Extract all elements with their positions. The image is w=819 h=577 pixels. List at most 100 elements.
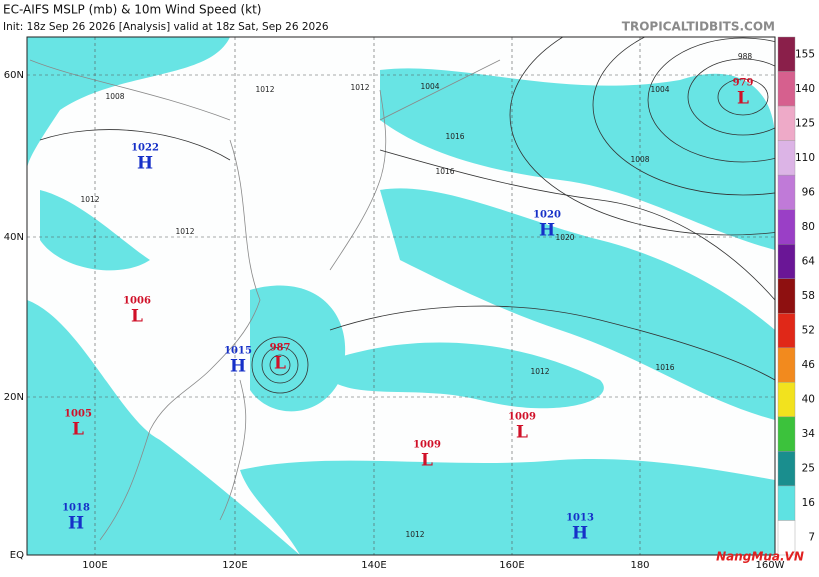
isobar [717,78,769,116]
isobar-label: 1016 [435,167,454,176]
center-letter: H [68,514,84,534]
latitude-label: EQ [10,550,24,561]
center-value: 1009 [413,440,441,451]
colorbar-label: 34 [802,428,816,440]
wind-band [330,342,604,409]
isobar-label: 1012 [80,195,99,204]
wind-band [240,459,775,555]
longitude-label: 140E [361,560,386,571]
graticule [27,37,775,555]
isobar [509,37,775,236]
center-letter: L [516,423,528,443]
coastline [99,139,261,541]
colorbar-segment [777,520,796,556]
colorbar-label: 110 [795,152,815,164]
isobar [39,129,231,161]
center-value: 1018 [62,503,90,514]
colorbar-label: 46 [802,359,816,371]
center-value: 1015 [224,346,252,357]
wind-band [27,300,300,555]
isobar [251,336,309,394]
colorbar-segment [777,382,796,418]
colorbar-label: 155 [795,48,815,60]
colorbar-label: 64 [802,255,816,267]
colorbar-segment [777,105,796,141]
watermark: NangMua.VN [716,550,804,564]
isobar-label: 1012 [350,83,369,92]
isobar-label: 1016 [655,363,674,372]
isobar-label: 1004 [650,85,669,94]
center-value: 1022 [131,143,159,154]
center-value: 987 [270,343,291,354]
isobar-label: 1008 [630,155,649,164]
colorbar-label: 16 [802,497,816,509]
coastline [219,379,247,521]
colorbar-label: 40 [802,394,815,406]
isobar-label: 1012 [530,367,549,376]
wind-band [380,68,775,250]
colorbar-label: 80 [802,221,815,233]
center-letter: H [230,357,246,377]
colorbar-label: 7 [808,532,815,544]
colorbar-segment [777,174,796,210]
longitude-label: 160W [756,560,785,571]
colorbar-segment [777,278,796,314]
colorbar-label: 25 [802,463,815,475]
colorbar-label: 96 [802,186,816,198]
center-value: 1006 [123,296,151,307]
center-letter: L [72,420,84,440]
isobar [269,354,291,376]
center-value: 1020 [533,210,561,221]
coastlines [29,59,501,541]
isobar [592,37,775,196]
longitude-label: 160E [499,560,524,571]
latitude-label: 20N [4,392,24,403]
colorbar-segment [777,416,796,452]
latitude-label: 60N [4,70,24,81]
isobar [261,346,299,384]
latitude-label: 40N [4,232,24,243]
center-letter: H [572,524,588,544]
center-letter: L [421,451,433,471]
center-letter: H [539,221,555,241]
isobar-label: 1016 [445,132,464,141]
center-letter: L [131,307,143,327]
center-letter: L [274,354,286,374]
colorbar-segment [777,451,796,487]
isobar [647,37,775,163]
center-letter: H [137,154,153,174]
isobar [329,305,775,381]
isobar-label: 1012 [175,227,194,236]
isobar [379,149,775,301]
center-letter: L [737,89,749,109]
wind-band [250,285,346,412]
center-value: 1005 [64,409,92,420]
colorbar-label: 125 [795,117,815,129]
colorbar-label: 52 [802,325,815,337]
colorbar-segment [777,485,796,521]
isobar-label: 1004 [420,82,439,91]
isobar-label: 1008 [105,92,124,101]
colorbar-segment [777,71,796,107]
longitude-label: 180 [630,560,649,571]
coastline [329,89,387,271]
isobars [39,37,775,394]
longitude-label: 120E [222,560,247,571]
colorbar-segment [777,36,796,72]
center-value: 1009 [508,412,536,423]
center-value: 1013 [566,513,594,524]
map-frame [26,36,776,556]
colorbar-segment [777,243,796,279]
title: EC-AIFS MSLP (mb) & 10m Wind Speed (kt) [3,3,261,17]
colorbar-label: 58 [802,290,815,302]
isobar [687,58,775,136]
coastline [29,59,231,121]
colorbar-segment [777,209,796,245]
coastline [379,59,501,121]
isobar-label: 988 [738,52,753,61]
colorbar-label: 140 [795,83,815,95]
colorbar-segment [777,347,796,383]
site-credit: TROPICALTIDBITS.COM [622,20,775,34]
